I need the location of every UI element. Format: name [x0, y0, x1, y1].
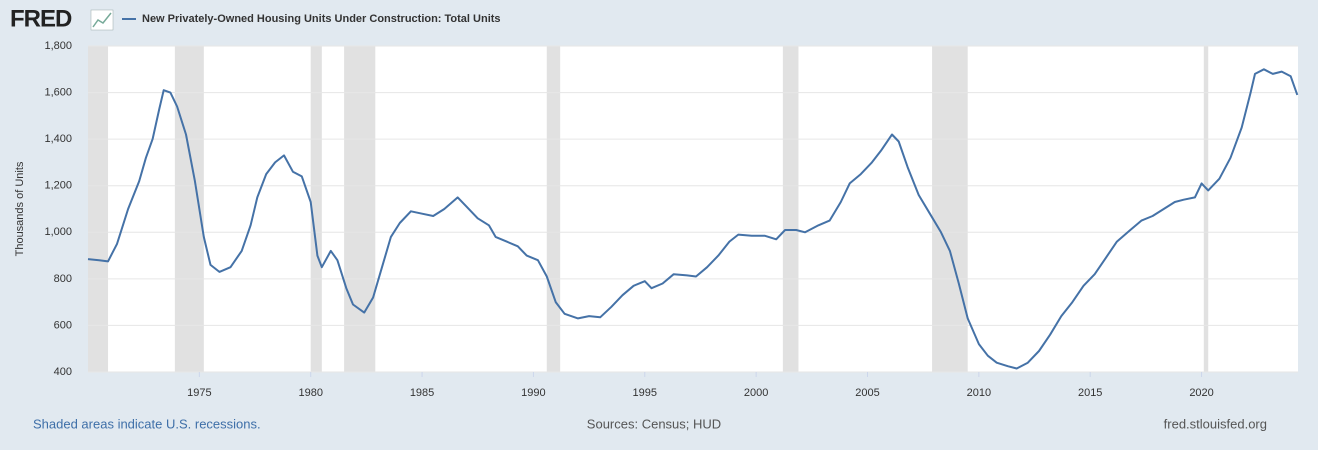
x-tick-label: 1975 — [187, 387, 211, 399]
logo-icon-line — [92, 12, 112, 28]
y-tick-label: 1,400 — [44, 133, 72, 145]
x-tick-label: 1980 — [298, 387, 322, 399]
x-tick-label: 1995 — [633, 387, 657, 399]
legend-label: New Privately-Owned Housing Units Under … — [142, 13, 501, 25]
recession-band — [88, 46, 109, 372]
recession-band — [344, 46, 376, 372]
y-tick-label: 1,600 — [44, 86, 72, 98]
recession-note[interactable]: Shaded areas indicate U.S. recessions. — [33, 416, 261, 431]
y-tick-label: 1,000 — [44, 226, 72, 238]
x-tick-label: 2005 — [855, 387, 879, 399]
series-line — [87, 68, 1299, 370]
x-tick-label: 2015 — [1078, 387, 1102, 399]
y-tick-label: 1,800 — [44, 40, 72, 52]
y-axis-label: Thousands of Units — [14, 161, 26, 256]
x-tick-label: 1985 — [410, 387, 434, 399]
source-note: Sources: Census; HUD — [587, 416, 721, 431]
logo-icon — [90, 9, 114, 31]
x-tick-label: 2010 — [967, 387, 991, 399]
y-tick-label: 400 — [54, 366, 72, 378]
recession-band — [310, 46, 322, 372]
y-tick-label: 800 — [54, 273, 72, 285]
x-tick-label: 2000 — [744, 387, 768, 399]
recession-band — [782, 46, 799, 372]
recession-band — [546, 46, 561, 372]
y-tick-label: 1,200 — [44, 180, 72, 192]
brand-logo: FRED — [10, 5, 72, 32]
plot-area — [88, 46, 1298, 372]
site-url[interactable]: fred.stlouisfed.org — [1164, 416, 1267, 431]
recession-band — [1203, 46, 1209, 372]
recession-band — [932, 46, 968, 372]
y-tick-label: 600 — [54, 319, 72, 331]
x-tick-label: 1990 — [521, 387, 545, 399]
x-tick-label: 2020 — [1189, 387, 1213, 399]
